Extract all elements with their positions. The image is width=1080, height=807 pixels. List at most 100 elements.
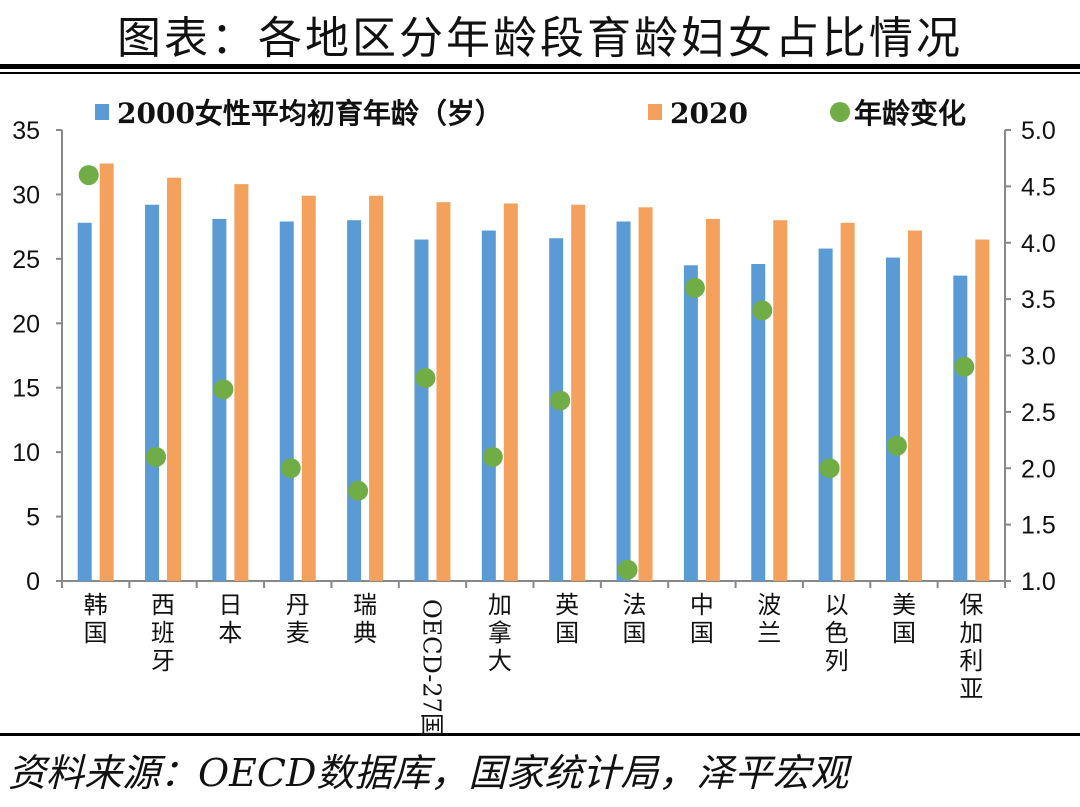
y2-tick-label: 1.0 <box>1021 568 1056 596</box>
y2-tick-label: 2.0 <box>1021 455 1056 483</box>
y-tick-label: 15 <box>12 375 40 403</box>
x-tick-label: 美 <box>892 591 916 619</box>
y2-tick-label: 2.5 <box>1021 399 1056 427</box>
scatter-point <box>280 458 301 479</box>
source-note: 资料来源：OECD数据库，国家统计局，泽平宏观 <box>8 751 849 795</box>
x-tick-label: 国 <box>623 619 647 647</box>
scatter-point <box>146 446 167 467</box>
bar-2000 <box>414 239 429 581</box>
y-tick-label: 25 <box>12 246 40 274</box>
y-tick-label: 10 <box>12 439 40 467</box>
source-rule <box>0 733 1080 736</box>
scatter-point <box>819 458 840 479</box>
bar-2000 <box>212 218 227 581</box>
x-tick-label: 英 <box>555 591 579 619</box>
x-tick-label: 色 <box>825 619 849 647</box>
title-rule-thin <box>0 72 1080 74</box>
bar-2020 <box>436 202 451 581</box>
scatter-point <box>954 356 975 377</box>
bar-2020 <box>99 163 114 581</box>
scatter-point <box>550 390 571 411</box>
y2-tick-label: 4.0 <box>1021 230 1056 258</box>
x-tick-label: 利 <box>959 647 983 675</box>
bar-2000 <box>885 257 900 581</box>
x-tick-label: 瑞 <box>353 591 377 619</box>
x-tick-label: 大 <box>488 647 512 675</box>
bar-2020 <box>503 203 518 581</box>
bar-2000 <box>279 221 294 581</box>
x-tick-label: 班 <box>151 619 175 647</box>
x-tick-label: 列 <box>825 647 849 675</box>
x-tick-label: 法 <box>623 591 647 619</box>
legend-label: 2020 <box>670 97 748 130</box>
bar-2000 <box>683 265 698 581</box>
x-tick-label: 国 <box>690 619 714 647</box>
bar-2000 <box>481 230 496 581</box>
bar-2000 <box>145 204 160 582</box>
x-tick-label: 亚 <box>959 675 983 703</box>
y-tick-label: 20 <box>12 310 40 338</box>
x-tick-label: 兰 <box>757 619 781 647</box>
legend-swatch <box>95 104 109 120</box>
y-tick-label: 0 <box>26 568 40 596</box>
bar-2020 <box>705 218 720 581</box>
bar-2020 <box>571 204 586 582</box>
x-tick-label: 本 <box>218 619 242 647</box>
x-tick-label: 拿 <box>488 619 512 647</box>
x-tick-label: 韩 <box>84 591 108 619</box>
bar-2000 <box>616 221 631 581</box>
title-rule <box>0 64 1080 69</box>
bar-2000 <box>751 264 766 581</box>
scatter-point <box>348 480 369 501</box>
scatter-point <box>78 165 99 186</box>
legend-swatch <box>648 104 662 120</box>
x-tick-label: 国 <box>84 619 108 647</box>
scatter-point <box>213 379 234 400</box>
x-tick-label: OECD-27国 <box>417 599 445 737</box>
x-tick-label: 国 <box>892 619 916 647</box>
y2-tick-label: 3.0 <box>1021 343 1056 371</box>
bar-2020 <box>234 184 249 581</box>
x-tick-label: 保 <box>959 591 983 619</box>
x-tick-label: 加 <box>488 591 512 619</box>
bar-2020 <box>907 230 922 581</box>
scatter-point <box>886 435 907 456</box>
bar-2000 <box>347 220 362 581</box>
bar-2000 <box>818 248 833 581</box>
bar-2020 <box>975 239 990 581</box>
x-tick-label: 加 <box>959 619 983 647</box>
y-tick-label: 35 <box>12 117 40 145</box>
bar-2020 <box>840 222 855 581</box>
scatter-point <box>752 300 773 321</box>
y2-tick-label: 5.0 <box>1021 117 1056 145</box>
y-tick-label: 5 <box>26 504 40 532</box>
bar-2000 <box>77 222 92 581</box>
x-tick-label: 丹 <box>286 591 310 619</box>
x-tick-label: 麦 <box>286 619 310 647</box>
bar-2020 <box>638 207 653 582</box>
y2-tick-label: 4.5 <box>1021 173 1056 201</box>
scatter-point <box>684 277 705 298</box>
x-tick-label: 日 <box>218 591 242 619</box>
x-tick-label: 西 <box>151 591 175 619</box>
scatter-point <box>415 368 436 389</box>
bar-2000 <box>953 275 968 581</box>
bar-2020 <box>773 220 788 581</box>
x-tick-label: 典 <box>353 619 377 647</box>
x-tick-label: 以 <box>825 591 849 619</box>
x-tick-label: 牙 <box>151 647 175 675</box>
chart: 0 5 10 15 20 25 30 35 1.0 1.5 2.0 2.5 3.0 3.5 4.0 4.5 5.… <box>12 97 1056 737</box>
legend-label: 年龄变化 <box>854 97 966 130</box>
scatter-point <box>617 559 638 580</box>
legend-label: 2000女性平均初育年龄（岁） <box>117 97 503 130</box>
legend-swatch <box>830 102 850 122</box>
x-tick-label: 中 <box>690 591 714 619</box>
scatter-point <box>482 446 503 467</box>
bar-2020 <box>369 195 384 581</box>
y-tick-label: 30 <box>12 181 40 209</box>
y2-tick-label: 3.5 <box>1021 286 1056 314</box>
chart-title: 图表：各地区分年龄段育龄妇女占比情况 <box>117 13 963 64</box>
y2-tick-label: 1.5 <box>1021 512 1056 540</box>
bar-2020 <box>301 195 316 581</box>
bar-2020 <box>167 177 182 582</box>
